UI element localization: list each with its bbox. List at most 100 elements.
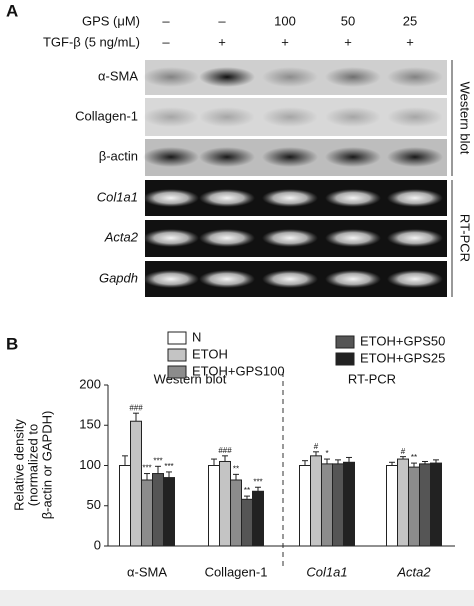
gel-band [262,229,318,247]
bar [386,465,398,547]
gel-band [325,270,381,288]
condition-value: – [162,34,170,49]
bar [321,463,333,547]
legend-swatch [167,365,187,379]
blot-band [199,147,255,167]
blot-band [325,107,381,127]
condition-value: 25 [403,13,417,28]
condition-value: + [281,34,289,49]
blot-label: Gapdh [99,270,138,285]
blot-label: Collagen-1 [75,108,138,123]
significance-label: ** [233,464,239,473]
legend-swatch [167,348,187,362]
bar [419,463,431,547]
blot-images [143,60,447,297]
side-label: RT-PCR [458,214,473,262]
gel-band [262,189,318,207]
gel-band [387,270,443,288]
gel-band [199,270,255,288]
gel-band [262,270,318,288]
side-label: Western blot [458,82,473,155]
blot-band [262,67,318,87]
condition-name: TGF-β (5 ng/mL) [43,34,140,49]
gel-band [199,189,255,207]
blot-label: α-SMA [98,68,138,83]
condition-value: + [406,34,414,49]
significance-label: ** [411,453,417,462]
bar [299,465,311,547]
caption-strip [0,590,474,606]
y-axis-label: (normalized to [25,424,40,506]
gel-band [387,189,443,207]
legend-swatch [335,335,355,349]
gel-band [199,229,255,247]
bar [208,465,220,547]
blot-label: Col1a1 [97,189,138,204]
bar [219,460,231,547]
bar [332,463,344,547]
x-tick-label: α-SMA [127,564,167,579]
legend-swatch [335,352,355,366]
legend-label: N [192,329,201,344]
condition-value: + [344,34,352,49]
y-tick-label: 200 [79,376,101,391]
bar [343,461,355,547]
significance-label: # [401,447,406,456]
gel-band [325,189,381,207]
x-tick-label: Collagen-1 [205,564,268,579]
condition-value: + [218,34,226,49]
blot-band [199,67,255,87]
bar [397,458,409,547]
condition-value: 100 [274,13,296,28]
legend-label: ETOH [192,346,228,361]
condition-value: – [162,13,170,28]
blot-label: β-actin [99,148,138,163]
bar [310,455,322,547]
blot-band [325,147,381,167]
bar [430,462,442,547]
x-tick-label: Acta2 [396,564,431,579]
bar [252,490,264,547]
y-tick-label: 0 [94,537,101,552]
gel-band [143,189,199,207]
significance-label: ### [218,446,232,455]
blot-band [143,147,199,167]
blot-band [387,147,443,167]
condition-name: GPS (μM) [82,13,140,28]
blot-band [143,107,199,127]
blot-label: Acta2 [104,229,139,244]
legend-label: ETOH+GPS100 [192,363,285,378]
bar [152,473,164,547]
bar [408,466,420,547]
significance-label: *** [164,462,173,471]
y-axis-label: β-actin or GAPDH) [39,411,54,520]
blot-band [199,107,255,127]
bar [130,420,142,547]
bar [163,477,175,547]
blot-band [387,107,443,127]
significance-label: *** [253,477,262,486]
significance-label: *** [153,456,162,465]
condition-value: – [218,13,226,28]
significance-label: *** [142,464,151,473]
blot-band [387,67,443,87]
group-title: RT-PCR [348,371,396,386]
blot-band [325,67,381,87]
y-tick-label: 100 [79,457,101,472]
bar [141,479,153,547]
significance-label: * [325,449,328,458]
gel-band [387,229,443,247]
panel-label: B [6,334,18,353]
bar [241,498,253,547]
gel-band [143,270,199,288]
y-tick-label: 150 [79,417,101,432]
legend-swatch [167,331,187,345]
legend-label: ETOH+GPS25 [360,350,445,365]
condition-value: 50 [341,13,355,28]
legend-label: ETOH+GPS50 [360,333,445,348]
bar [119,465,131,547]
y-axis-label: Relative density [11,419,26,511]
gel-band [325,229,381,247]
blot-band [262,147,318,167]
